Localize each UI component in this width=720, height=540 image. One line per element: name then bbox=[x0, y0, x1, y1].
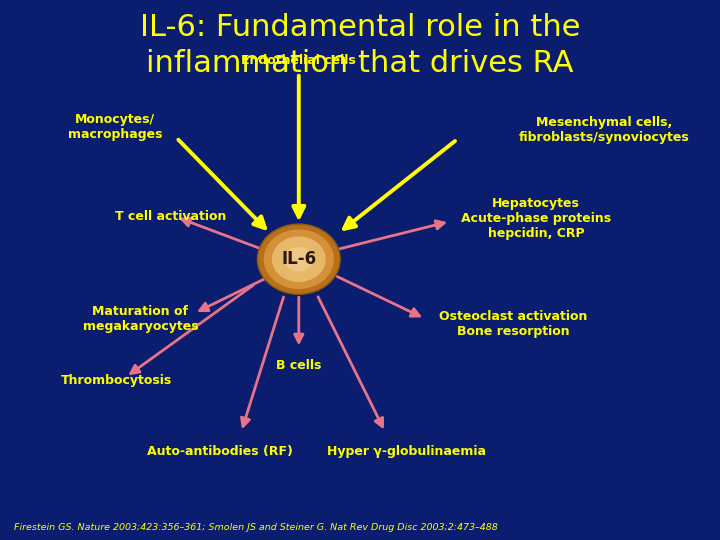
Text: Hepatocytes
Acute-phase proteins
hepcidin, CRP: Hepatocytes Acute-phase proteins hepcidi… bbox=[461, 197, 611, 240]
Text: Firestein GS. Nature 2003;423:356–361; Smolen JS and Steiner G. Nat Rev Drug Dis: Firestein GS. Nature 2003;423:356–361; S… bbox=[14, 523, 498, 532]
Text: Osteoclast activation
Bone resorption: Osteoclast activation Bone resorption bbox=[439, 310, 588, 338]
Text: T cell activation: T cell activation bbox=[115, 210, 227, 222]
Text: Thrombocytosis: Thrombocytosis bbox=[61, 374, 173, 387]
Text: IL-6: IL-6 bbox=[282, 250, 316, 268]
Text: Monocytes/
macrophages: Monocytes/ macrophages bbox=[68, 113, 163, 141]
Text: Maturation of
megakaryocytes: Maturation of megakaryocytes bbox=[83, 305, 198, 333]
Text: IL-6: Fundamental role in the
inflammation that drives RA: IL-6: Fundamental role in the inflammati… bbox=[140, 14, 580, 78]
Ellipse shape bbox=[272, 237, 325, 282]
Ellipse shape bbox=[284, 247, 313, 272]
Text: Mesenchymal cells,
fibroblasts/synoviocytes: Mesenchymal cells, fibroblasts/synoviocy… bbox=[518, 116, 689, 144]
Text: Auto-antibodies (RF): Auto-antibodies (RF) bbox=[147, 446, 292, 458]
Text: Endothelial cells: Endothelial cells bbox=[241, 55, 356, 68]
Ellipse shape bbox=[258, 224, 340, 294]
Ellipse shape bbox=[264, 230, 334, 289]
Text: B cells: B cells bbox=[276, 359, 322, 372]
Text: Hyper γ-globulinaemia: Hyper γ-globulinaemia bbox=[328, 446, 486, 458]
